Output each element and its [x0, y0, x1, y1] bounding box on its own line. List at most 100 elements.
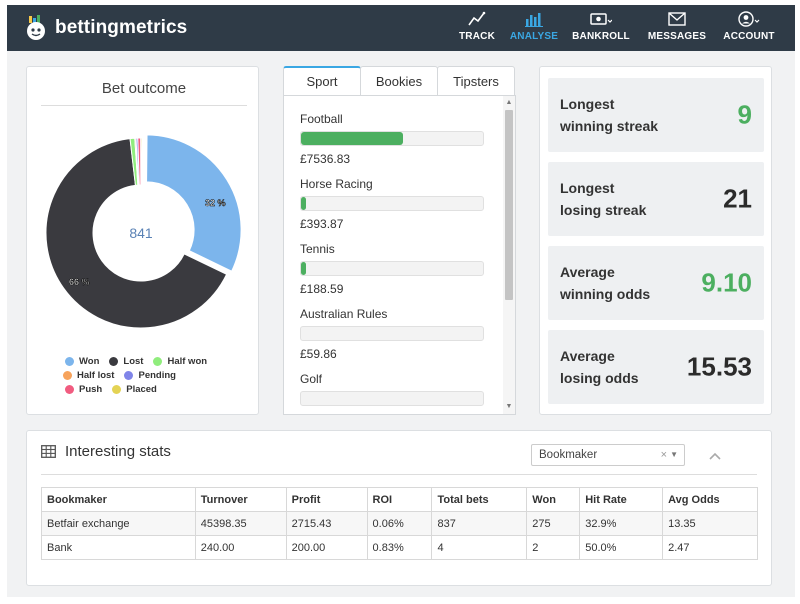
donut-slice-lost[interactable]: [45, 138, 228, 329]
nav-account[interactable]: ACCOUNT: [717, 5, 781, 51]
legend-label: Lost: [123, 355, 144, 367]
nav-label: TRACK: [459, 31, 495, 42]
bet-outcome-title: Bet outcome: [41, 80, 247, 106]
bet-outcome-donut-chart: 32 % 66 % 841: [45, 134, 242, 329]
chevron-up-icon[interactable]: [709, 447, 721, 465]
user-circle-icon: [738, 10, 760, 28]
nav-messages[interactable]: MESSAGES: [637, 5, 717, 51]
column-header[interactable]: Avg Odds: [662, 487, 758, 512]
donut-center-total: 841: [129, 225, 153, 241]
table-cell: 32.9%: [579, 511, 664, 536]
legend-dot-icon: [124, 370, 134, 380]
sport-item[interactable]: Golf £0.00: [300, 372, 486, 414]
stat-value: 15.53: [686, 351, 752, 382]
tab-sport[interactable]: Sport: [283, 66, 361, 96]
legend-label: Placed: [126, 383, 157, 395]
legend-label: Half lost: [77, 369, 115, 381]
sport-progress-bar: [300, 131, 484, 146]
chevron-down-icon[interactable]: ▼: [670, 450, 678, 459]
donut-slice-placed[interactable]: [140, 137, 143, 186]
legend-item-half-lost[interactable]: Half lost: [63, 370, 114, 381]
sport-item[interactable]: Football £7536.83: [300, 112, 486, 177]
legend-item-placed[interactable]: Placed: [112, 384, 157, 395]
sport-profit-value: £393.87: [300, 217, 344, 231]
sport-progress-bar: [300, 196, 484, 211]
nav-analyse[interactable]: ANALYSE: [503, 5, 565, 51]
stat-value: 21: [723, 183, 752, 214]
breakdown-panel: Sport Bookies Tipsters Football £7536.83 H…: [283, 66, 516, 415]
table-grid-icon: [41, 445, 56, 463]
bet-outcome-legend: Won Lost Half won Half lost Pending Push Place…: [49, 354, 249, 396]
sport-name: Tennis: [300, 242, 335, 256]
legend-row: Half lost Pending: [49, 368, 249, 382]
sport-item[interactable]: Tennis £188.59: [300, 242, 486, 307]
stat-box: Longest losing streak 21: [548, 162, 764, 236]
column-header[interactable]: Hit Rate: [579, 487, 664, 512]
legend-dot-icon: [63, 370, 72, 380]
group-by-select[interactable]: Bookmaker × ▼: [531, 444, 685, 466]
sport-progress-bar: [300, 261, 484, 276]
scroll-thumb[interactable]: [505, 110, 513, 300]
scroll-down-arrow-icon[interactable]: ▼: [505, 403, 513, 410]
table-cell: Betfair exchange: [41, 511, 196, 536]
nav-label: ANALYSE: [509, 31, 559, 42]
stat-box: Average losing odds 15.53: [548, 330, 764, 404]
sport-progress-bar: [300, 326, 484, 341]
column-header[interactable]: Profit: [285, 487, 368, 512]
legend-item-push[interactable]: Push: [65, 384, 102, 395]
sport-list: Football £7536.83 Horse Racing £393.87 Tenni…: [300, 112, 486, 414]
table-row[interactable]: Bank 240.00 200.00 0.83% 4 2 50.0% 2.47: [41, 535, 758, 560]
clear-select-icon[interactable]: ×: [660, 449, 667, 461]
legend-item-pending[interactable]: Pending: [124, 370, 176, 381]
bar-chart-icon: [524, 10, 544, 28]
nav-bankroll[interactable]: BANKROLL: [565, 5, 637, 51]
stat-box: Longest winning streak 9: [548, 78, 764, 152]
table-cell: 2715.43: [285, 511, 368, 536]
money-icon: [590, 10, 612, 28]
table-row[interactable]: Betfair exchange 45398.35 2715.43 0.06% 837 2…: [41, 511, 758, 536]
column-header[interactable]: ROI: [366, 487, 433, 512]
sport-item[interactable]: Horse Racing £393.87: [300, 177, 486, 242]
envelope-icon: [668, 10, 686, 28]
table-header-row: Bookmaker Turnover Profit ROI Total bets Won H…: [41, 487, 758, 512]
donut-slice-won[interactable]: [146, 134, 242, 272]
brand[interactable]: bettingmetrics: [25, 13, 187, 43]
trend-line-icon: [468, 10, 486, 28]
legend-item-lost[interactable]: Lost: [109, 356, 143, 367]
legend-dot-icon: [109, 356, 119, 366]
legend-dot-icon: [153, 356, 163, 366]
main-nav: TRACK ANALYSE BANKROLL MESSAGES: [451, 5, 781, 51]
sport-list-scrollbar[interactable]: ▲ ▼: [503, 96, 515, 414]
stat-label: Longest winning streak: [560, 96, 659, 134]
legend-item-half-won[interactable]: Half won: [153, 356, 207, 367]
sport-progress-fill: [301, 262, 307, 275]
legend-item-won[interactable]: Won: [65, 356, 99, 367]
tab-tipsters[interactable]: Tipsters: [437, 66, 515, 96]
stat-box: Average winning odds 9.10: [548, 246, 764, 320]
tab-bookies[interactable]: Bookies: [360, 66, 438, 96]
column-header[interactable]: Total bets: [431, 487, 528, 512]
legend-row: Push Placed: [49, 382, 249, 396]
table-cell: 275: [526, 511, 581, 536]
select-value: Bookmaker: [539, 449, 598, 461]
sport-profit-value: £188.59: [300, 282, 344, 296]
legend-label: Push: [79, 383, 103, 395]
sport-profit-value: £0.00: [300, 412, 486, 414]
scroll-up-arrow-icon[interactable]: ▲: [505, 99, 513, 106]
column-header[interactable]: Won: [526, 487, 581, 512]
interesting-stats-header: Interesting stats Bookmaker × ▼: [41, 441, 757, 475]
table-cell: 4: [431, 535, 528, 560]
table-cell: 837: [431, 511, 528, 536]
sport-item[interactable]: Australian Rules £59.86: [300, 307, 486, 372]
stat-label: Average losing odds: [560, 348, 639, 386]
nav-track[interactable]: TRACK: [451, 5, 503, 51]
sport-profit-value: £59.86: [300, 347, 337, 361]
table-cell: 200.00: [285, 535, 368, 560]
legend-row: Won Lost Half won: [49, 354, 249, 368]
won-percent-label: 32 %: [205, 198, 226, 208]
sport-name: Golf: [300, 372, 323, 386]
column-header[interactable]: Bookmaker: [41, 487, 196, 512]
stat-value: 9: [737, 99, 752, 130]
column-header[interactable]: Turnover: [194, 487, 287, 512]
nav-label: BANKROLL: [572, 31, 630, 42]
